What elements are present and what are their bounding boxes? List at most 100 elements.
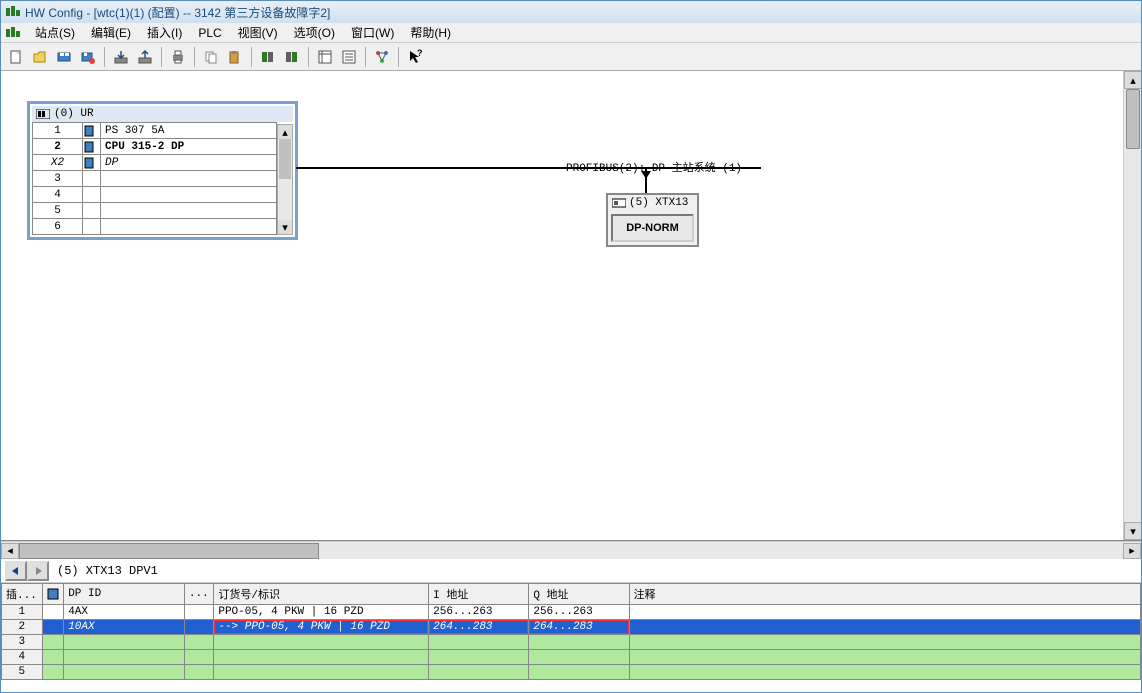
paste-button[interactable] [224, 46, 246, 68]
module-icon-cell [83, 139, 101, 155]
module1-button[interactable] [257, 46, 279, 68]
column-header[interactable]: DP ID [64, 584, 185, 605]
rack-table[interactable]: 1PS 307 5A2CPU 315-2 DPX2DP3456 [32, 122, 277, 235]
scroll-down-icon[interactable]: ▾ [1124, 522, 1141, 540]
rack-scrollbar[interactable]: ▴ ▾ [277, 124, 293, 235]
open-button[interactable] [29, 46, 51, 68]
rack-row[interactable]: 4 [33, 187, 277, 203]
table-row[interactable]: 4 [2, 650, 1141, 665]
column-header[interactable]: I 地址 [429, 584, 529, 605]
bus-label: PROFIBUS(2): DP 主站系统 (1) [566, 159, 742, 175]
cell: 1 [2, 605, 43, 620]
nav-forward-button[interactable] [27, 561, 49, 581]
menu-item[interactable]: PLC [190, 24, 229, 42]
column-header[interactable]: 插... [2, 584, 43, 605]
module-cell: DP [101, 155, 277, 171]
scroll-thumb[interactable] [19, 543, 319, 559]
menu-item[interactable]: 站点(S) [27, 24, 83, 42]
cell [429, 650, 529, 665]
rack-row[interactable]: X2DP [33, 155, 277, 171]
dp-node[interactable]: (5) XTX13 DP-NORM [606, 193, 699, 247]
rack-row[interactable]: 3 [33, 171, 277, 187]
print-button[interactable] [167, 46, 189, 68]
table-row[interactable]: 3 [2, 635, 1141, 650]
node-label: (5) XTX13 [629, 197, 688, 209]
scroll-thumb[interactable] [279, 139, 291, 179]
detail-table[interactable]: 插...DP ID...订货号/标识I 地址Q 地址注释14AXPPO-05, … [1, 583, 1141, 680]
help-cursor-button[interactable]: ? [404, 46, 426, 68]
separator [194, 47, 195, 67]
upload-button[interactable] [134, 46, 156, 68]
column-header[interactable]: 订货号/标识 [214, 584, 429, 605]
rack-row[interactable]: 5 [33, 203, 277, 219]
cell [184, 665, 213, 680]
column-header[interactable]: 注释 [629, 584, 1140, 605]
scroll-track[interactable] [19, 543, 1123, 559]
cell: 10AX [64, 620, 185, 635]
scroll-up-icon[interactable]: ▴ [278, 125, 292, 139]
canvas-vscrollbar[interactable]: ▴ ▾ [1123, 71, 1141, 540]
scroll-down-icon[interactable]: ▾ [278, 220, 292, 234]
copy-button[interactable] [200, 46, 222, 68]
node-body: DP-NORM [611, 214, 694, 242]
network-button[interactable] [371, 46, 393, 68]
download-button[interactable] [110, 46, 132, 68]
save-button[interactable] [53, 46, 75, 68]
column-header[interactable] [42, 584, 63, 605]
menu-item[interactable]: 视图(V) [230, 24, 286, 42]
table-row[interactable]: 210AX--> PPO-05, 4 PKW | 16 PZD264...283… [2, 620, 1141, 635]
module2-button[interactable] [281, 46, 303, 68]
scroll-left-icon[interactable]: ◂ [1, 543, 19, 559]
rack-title: (0) UR [54, 108, 94, 120]
module-icon-cell [83, 203, 101, 219]
cell [42, 620, 63, 635]
scroll-right-icon[interactable]: ▸ [1123, 543, 1141, 559]
slot-cell: 3 [33, 171, 83, 187]
cell [42, 605, 63, 620]
rack-panel[interactable]: (0) UR 1PS 307 5A2CPU 315-2 DPX2DP3456 ▴… [27, 101, 298, 240]
new-button[interactable] [5, 46, 27, 68]
scroll-thumb[interactable] [1126, 89, 1140, 149]
separator [161, 47, 162, 67]
rack-row[interactable]: 6 [33, 219, 277, 235]
module-cell [101, 219, 277, 235]
cell: PPO-05, 4 PKW | 16 PZD [214, 605, 429, 620]
module-icon-cell [83, 171, 101, 187]
column-header[interactable]: Q 地址 [529, 584, 629, 605]
cell [214, 665, 429, 680]
canvas-hscrollbar[interactable]: ◂ ▸ [1, 541, 1141, 559]
menu-item[interactable]: 选项(O) [286, 24, 343, 42]
module-cell [101, 171, 277, 187]
cell [429, 635, 529, 650]
menu-item[interactable]: 插入(I) [139, 24, 190, 42]
module-icon-cell [83, 123, 101, 139]
cell [629, 620, 1140, 635]
cell [529, 635, 629, 650]
cell: 264...283 [529, 620, 629, 635]
canvas-area[interactable]: (0) UR 1PS 307 5A2CPU 315-2 DPX2DP3456 ▴… [1, 71, 1141, 541]
module-icon-cell [83, 187, 101, 203]
module-cell [101, 187, 277, 203]
save-compile-button[interactable] [77, 46, 99, 68]
table-row[interactable]: 14AXPPO-05, 4 PKW | 16 PZD256...263256..… [2, 605, 1141, 620]
menu-item[interactable]: 帮助(H) [402, 24, 459, 42]
table-row[interactable]: 5 [2, 665, 1141, 680]
scroll-up-icon[interactable]: ▴ [1124, 71, 1141, 89]
cell: 256...263 [529, 605, 629, 620]
properties-button[interactable] [338, 46, 360, 68]
nav-back-button[interactable] [5, 561, 27, 581]
cell [184, 635, 213, 650]
slot-cell: 1 [33, 123, 83, 139]
menu-item[interactable]: 窗口(W) [343, 24, 402, 42]
menu-item[interactable]: 编辑(E) [83, 24, 139, 42]
node-icon [612, 197, 626, 209]
titlebar: HW Config - [wtc(1)(1) (配置) -- 3142 第三方设… [1, 1, 1141, 23]
catalog-button[interactable] [314, 46, 336, 68]
detail-table-wrap[interactable]: 插...DP ID...订货号/标识I 地址Q 地址注释14AXPPO-05, … [1, 583, 1141, 692]
rack-row[interactable]: 2CPU 315-2 DP [33, 139, 277, 155]
column-header[interactable]: ... [184, 584, 213, 605]
menubar: 站点(S)编辑(E)插入(I)PLC视图(V)选项(O)窗口(W)帮助(H) [1, 23, 1141, 43]
rack-row[interactable]: 1PS 307 5A [33, 123, 277, 139]
cell [214, 635, 429, 650]
canvas[interactable]: (0) UR 1PS 307 5A2CPU 315-2 DPX2DP3456 ▴… [1, 71, 1111, 533]
